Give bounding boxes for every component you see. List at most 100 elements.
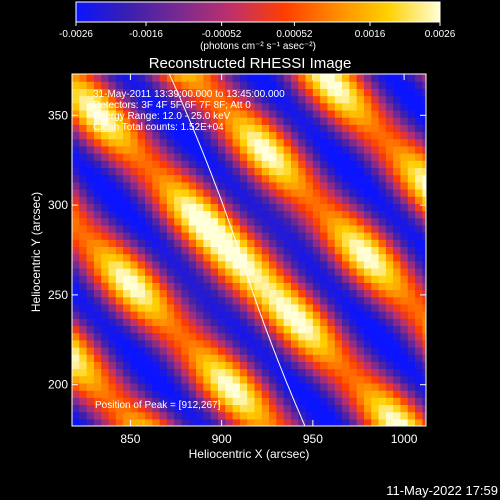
heatmap-pixel xyxy=(312,203,321,212)
heatmap-pixel xyxy=(393,346,402,355)
heatmap-pixel xyxy=(393,239,402,247)
heatmap-pixel xyxy=(152,167,161,176)
heatmap-pixel xyxy=(144,332,153,341)
heatmap-pixel xyxy=(415,346,423,355)
heatmap-pixel xyxy=(196,354,204,362)
heatmap-pixel xyxy=(72,196,80,204)
heatmap-pixel xyxy=(422,102,426,111)
heatmap-pixel xyxy=(217,368,226,377)
heatmap-pixel xyxy=(225,167,234,176)
heatmap-pixel xyxy=(298,167,307,176)
heatmap-pixel xyxy=(188,196,197,204)
heatmap-pixel xyxy=(400,311,409,319)
heatmap-pixel xyxy=(415,325,423,334)
heatmap-pixel xyxy=(363,188,372,197)
heatmap-pixel xyxy=(261,368,270,377)
heatmap-pixel xyxy=(400,109,409,118)
heatmap-pixel xyxy=(130,382,139,391)
heatmap-pixel xyxy=(393,375,402,384)
heatmap-pixel xyxy=(320,404,329,413)
heatmap-pixel xyxy=(72,232,80,240)
heatmap-pixel xyxy=(86,124,95,133)
heatmap-pixel xyxy=(298,109,307,118)
heatmap-pixel xyxy=(174,167,183,176)
heatmap-pixel xyxy=(378,196,387,204)
heatmap-pixel xyxy=(342,124,350,133)
heatmap-pixel xyxy=(320,275,329,283)
heatmap-pixel xyxy=(108,95,117,104)
heatmap-pixel xyxy=(269,232,277,240)
heatmap-pixel xyxy=(217,224,226,233)
heatmap-pixel xyxy=(327,167,336,176)
heatmap-pixel xyxy=(123,361,131,370)
heatmap-pixel xyxy=(400,174,409,183)
heatmap-pixel xyxy=(166,95,175,104)
heatmap-pixel xyxy=(137,167,146,176)
heatmap-pixel xyxy=(400,390,409,398)
heatmap-pixel xyxy=(196,382,204,391)
heatmap-pixel xyxy=(181,390,190,398)
heatmap-pixel xyxy=(166,117,175,125)
heatmap-pixel xyxy=(137,138,146,147)
heatmap-pixel xyxy=(254,196,263,204)
heatmap-pixel xyxy=(72,275,80,283)
heatmap-pixel xyxy=(298,311,307,319)
heatmap-pixel xyxy=(393,339,402,348)
heatmap-pixel xyxy=(203,109,212,118)
heatmap-pixel xyxy=(93,318,102,327)
colorbar-tick-label: 0.00052 xyxy=(276,29,313,40)
heatmap-pixel xyxy=(210,354,219,362)
heatmap-pixel xyxy=(203,210,212,219)
heatmap-pixel xyxy=(174,246,183,255)
heatmap-pixel xyxy=(349,368,358,377)
heatmap-pixel xyxy=(130,260,139,269)
heatmap-pixel xyxy=(342,390,350,398)
heatmap-pixel xyxy=(261,318,270,327)
heatmap-pixel xyxy=(349,188,358,197)
heatmap-pixel xyxy=(312,109,321,118)
colorbar-tick-label: 0.0016 xyxy=(355,29,386,40)
heatmap-pixel xyxy=(393,361,402,370)
heatmap-pixel xyxy=(108,174,117,183)
heatmap-pixel xyxy=(290,109,299,118)
heatmap-pixel xyxy=(93,267,102,276)
heatmap-pixel xyxy=(342,203,350,212)
heatmap-pixel xyxy=(422,81,426,89)
heatmap-pixel xyxy=(108,382,117,391)
heatmap-pixel xyxy=(400,131,409,140)
heatmap-pixel xyxy=(101,145,110,154)
heatmap-pixel xyxy=(254,88,263,97)
heatmap-pixel xyxy=(123,95,131,104)
heatmap-pixel xyxy=(93,232,102,240)
heatmap-pixel xyxy=(101,217,110,226)
heatmap-pixel xyxy=(320,74,329,82)
heatmap-pixel xyxy=(166,224,175,233)
heatmap-pixel xyxy=(269,188,277,197)
heatmap-pixel xyxy=(342,354,350,362)
heatmap-pixel xyxy=(342,418,350,426)
heatmap-pixel xyxy=(210,289,219,298)
heatmap-pixel xyxy=(334,174,343,183)
heatmap-pixel xyxy=(101,95,110,104)
heatmap-pixel xyxy=(276,296,285,305)
heatmap-pixel xyxy=(72,418,80,426)
heatmap-pixel xyxy=(363,375,372,384)
heatmap-pixel xyxy=(159,153,168,161)
heatmap-pixel xyxy=(400,339,409,348)
heatmap-pixel xyxy=(181,138,190,147)
colorbar-tick-label: -0.00052 xyxy=(202,29,242,40)
heatmap-pixel xyxy=(159,174,168,183)
heatmap-pixel xyxy=(342,404,350,413)
heatmap-pixel xyxy=(188,109,197,118)
heatmap-pixel xyxy=(349,311,358,319)
heatmap-pixel xyxy=(115,354,124,362)
heatmap-pixel xyxy=(276,131,285,140)
heatmap-pixel xyxy=(400,145,409,154)
heatmap-pixel xyxy=(254,411,263,420)
heatmap-pixel xyxy=(115,117,124,125)
heatmap-pixel xyxy=(342,303,350,312)
heatmap-pixel xyxy=(305,303,314,312)
heatmap-pixel xyxy=(276,303,285,312)
heatmap-pixel xyxy=(210,81,219,89)
heatmap-pixel xyxy=(305,174,314,183)
